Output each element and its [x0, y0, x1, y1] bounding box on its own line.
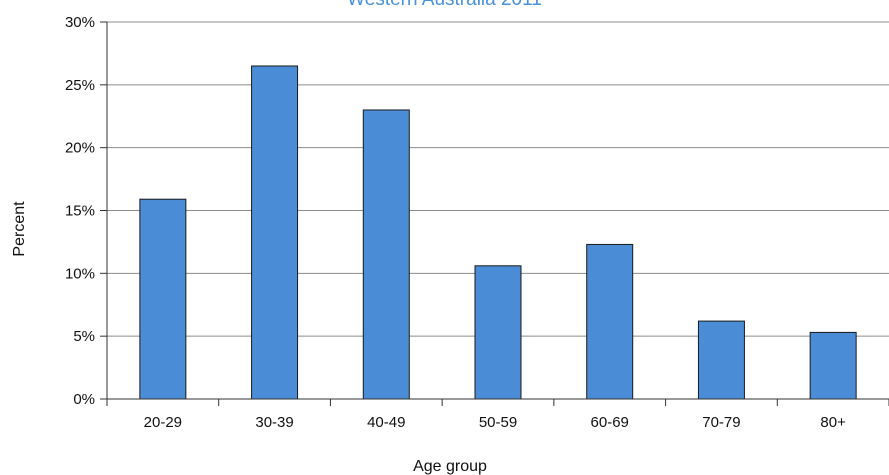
bar-60-69: [586, 243, 634, 400]
axes: [100, 21, 889, 406]
y-tick-label: 5%: [73, 328, 95, 345]
y-tick-label: 20%: [65, 140, 95, 157]
bar-70-79: [697, 320, 745, 400]
y-tick-label: 30%: [65, 14, 95, 31]
x-tick-label: 80+: [820, 414, 846, 431]
y-axis-label: Percent: [11, 201, 28, 257]
x-tick-labels: 20-29 30-39 40-49 50-59 60-69 70-79 80+: [144, 414, 846, 431]
y-tick-label: 0%: [73, 391, 95, 408]
x-tick-label: 60-69: [591, 414, 629, 431]
bars: [139, 65, 857, 400]
x-tick-label: 70-79: [702, 414, 740, 431]
bar-30-39: [251, 65, 299, 400]
x-axis-label: Age group: [413, 458, 487, 475]
y-tick-label: 15%: [65, 203, 95, 220]
gridlines: [107, 21, 889, 337]
x-tick-label: 40-49: [367, 414, 405, 431]
bar-80+: [809, 331, 857, 400]
bar-20-29: [139, 198, 187, 400]
x-tick-label: 20-29: [144, 414, 182, 431]
y-tick-label: 25%: [65, 77, 95, 94]
bar-40-49: [362, 109, 410, 400]
bar-50-59: [474, 265, 522, 400]
x-tick-label: 30-39: [255, 414, 293, 431]
chart-title: Western Australia 2011: [0, 0, 889, 11]
x-tick-label: 50-59: [479, 414, 517, 431]
y-tick-label: 10%: [65, 265, 95, 282]
y-tick-labels: 0% 5% 10% 15% 20% 25% 30%: [65, 14, 95, 408]
